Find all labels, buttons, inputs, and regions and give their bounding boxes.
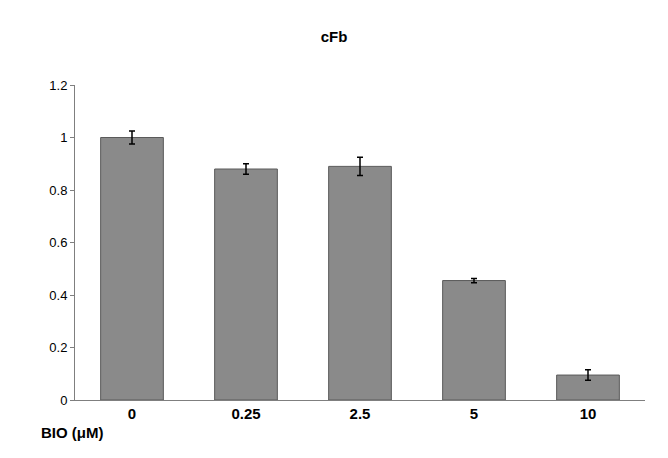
svg-text:1.2: 1.2	[49, 78, 67, 93]
svg-text:0.25: 0.25	[231, 405, 260, 422]
svg-text:0.6: 0.6	[49, 235, 67, 250]
svg-text:5: 5	[470, 405, 478, 422]
svg-text:0: 0	[60, 393, 67, 408]
svg-text:10: 10	[580, 405, 597, 422]
svg-text:0.2: 0.2	[49, 340, 67, 355]
svg-text:0.4: 0.4	[49, 288, 67, 303]
svg-text:1: 1	[60, 130, 67, 145]
svg-text:2.5: 2.5	[350, 405, 371, 422]
svg-text:0: 0	[128, 405, 136, 422]
svg-text:cFb: cFb	[321, 28, 348, 45]
svg-text:0.8: 0.8	[49, 183, 67, 198]
svg-text:BIO (μM): BIO (μM)	[41, 424, 104, 441]
